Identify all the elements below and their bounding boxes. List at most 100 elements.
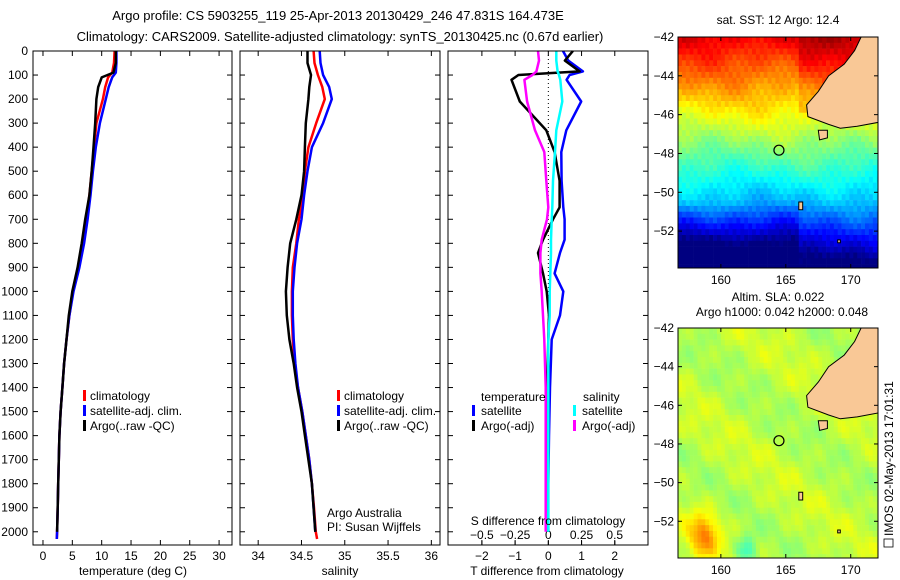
sla-cell — [814, 554, 819, 559]
sst-cell — [779, 246, 784, 253]
sla-cell — [724, 548, 729, 555]
sst-cell — [752, 235, 757, 242]
sst-cell — [794, 124, 800, 131]
sst-cell — [755, 42, 761, 49]
sla-cell — [713, 397, 718, 404]
sst-cell — [713, 165, 718, 172]
sst-cell — [689, 71, 694, 78]
sst-cell — [826, 66, 831, 73]
sst-cell — [705, 147, 710, 154]
sst-cell — [771, 153, 776, 160]
sla-cell — [701, 542, 706, 549]
sst-cell — [794, 165, 800, 172]
sla-cell — [713, 484, 718, 491]
sst-cell — [732, 83, 737, 90]
sst-cell — [787, 37, 792, 44]
sst-cell — [744, 124, 749, 131]
sst-cell — [678, 77, 683, 84]
sla-cell — [845, 473, 850, 480]
sla-cell — [732, 467, 737, 474]
sst-cell — [845, 37, 850, 44]
sla-cell — [853, 328, 858, 335]
sst-cell — [837, 205, 842, 212]
sla-cell — [841, 542, 846, 549]
sla-cell — [853, 461, 858, 468]
sla-cell — [872, 513, 877, 520]
sla-cell — [732, 351, 737, 358]
sst-cell — [787, 106, 792, 113]
sst-cell — [771, 182, 776, 189]
sst-cell — [814, 205, 819, 212]
sla-cell — [794, 467, 800, 474]
sst-cell — [697, 176, 702, 183]
sst-cell — [779, 118, 784, 125]
sla-cell — [697, 461, 702, 468]
sst-cell — [822, 252, 827, 259]
sst-cell — [689, 141, 694, 148]
sst-cell — [787, 48, 792, 55]
sla-cell — [678, 386, 683, 393]
sla-cell — [763, 490, 768, 497]
sst-cell — [763, 165, 768, 172]
sla-cell — [872, 530, 877, 537]
sla-cell — [794, 461, 800, 468]
sla-cell — [678, 328, 683, 335]
sst-cell — [713, 235, 718, 242]
sla-cell — [849, 513, 854, 520]
sst-cell — [705, 194, 710, 201]
sst-cell — [744, 54, 749, 61]
sst-cell — [728, 229, 733, 236]
sst-cell — [724, 170, 729, 177]
sst-cell — [728, 106, 733, 113]
sla-cell — [728, 362, 733, 369]
sla-cell — [849, 484, 854, 491]
sla-cell — [693, 438, 698, 445]
sst-cell — [724, 182, 729, 189]
sla-cell — [829, 444, 835, 451]
sst-cell — [868, 252, 874, 259]
sst-cell — [791, 176, 796, 183]
sst-cell — [845, 264, 850, 269]
sst-cell — [709, 252, 714, 259]
y-tick-label: 1600 — [1, 429, 28, 443]
sst-cell — [818, 147, 823, 154]
sla-cell — [720, 362, 726, 369]
sst-cell — [865, 147, 870, 154]
sla-cell — [837, 449, 842, 456]
sla-cell — [841, 455, 846, 462]
sst-cell — [814, 118, 819, 125]
sla-cell — [857, 554, 862, 559]
sst-cell — [787, 89, 792, 96]
sst-cell — [775, 42, 780, 49]
figure-title-line2: Climatology: CARS2009. Satellite-adjuste… — [77, 29, 604, 44]
sla-cell — [678, 368, 683, 375]
sst-cell — [732, 89, 737, 96]
sst-cell — [678, 211, 683, 218]
sla-cell — [724, 357, 729, 364]
sst-cell — [857, 153, 862, 160]
sst-cell — [868, 258, 874, 265]
sla-cell — [802, 461, 807, 468]
sla-cell — [693, 351, 698, 358]
sla-cell — [701, 380, 706, 387]
sst-cell — [791, 130, 796, 137]
sla-cell — [857, 461, 862, 468]
lat-tick-label: −50 — [654, 185, 675, 199]
sst-cell — [748, 136, 753, 143]
sla-cell — [709, 478, 714, 485]
sst-cell — [791, 42, 796, 49]
sla-cell — [717, 380, 722, 387]
sst-cell — [728, 136, 733, 143]
sla-cell — [798, 409, 803, 416]
sst-cell — [841, 252, 846, 259]
sst-cell — [767, 246, 772, 253]
sla-cell — [763, 473, 768, 480]
sla-cell — [865, 473, 870, 480]
sst-cell — [705, 101, 710, 108]
sst-cell — [759, 229, 764, 236]
sla-cell — [763, 432, 768, 439]
sst-cell — [826, 165, 831, 172]
sst-cell — [841, 48, 846, 55]
sla-cell — [849, 432, 854, 439]
sla-cell — [705, 409, 710, 416]
